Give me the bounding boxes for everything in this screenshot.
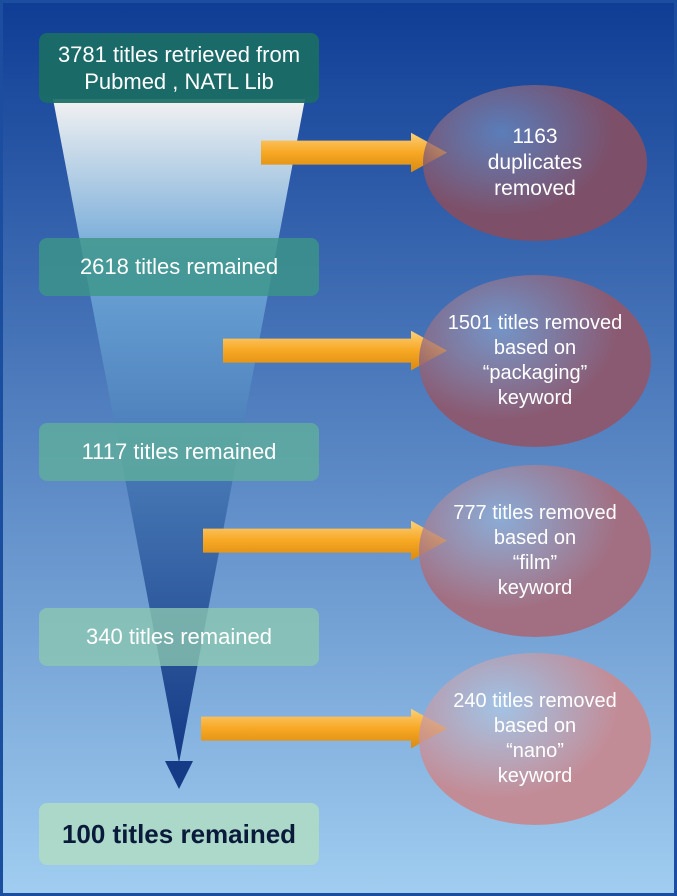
stage-box: 2618 titles remained (39, 238, 319, 296)
stage-box: 340 titles remained (39, 608, 319, 666)
stage-box: 100 titles remained (39, 803, 319, 865)
exclusion-arrow (223, 329, 447, 372)
exclusion-arrow (203, 519, 447, 562)
funnel-arrowhead (165, 761, 193, 789)
exclusion-arrow (201, 707, 447, 750)
exclusion-ellipse: 777 titles removed based on “film” keywo… (419, 465, 651, 637)
exclusion-ellipse: 1163 duplicates removed (423, 85, 647, 241)
exclusion-ellipse: 240 titles removed based on “nano” keywo… (419, 653, 651, 825)
exclusion-text: 240 titles removed based on “nano” keywo… (453, 689, 616, 789)
stage-text: 1117 titles remained (82, 438, 277, 466)
stage-text: 2618 titles remained (80, 253, 278, 281)
stage-box: 1117 titles remained (39, 423, 319, 481)
exclusion-arrow (261, 131, 447, 174)
exclusion-ellipse: 1501 titles removed based on “packaging”… (419, 275, 651, 447)
stage-text: 340 titles remained (86, 623, 272, 651)
exclusion-text: 1163 duplicates removed (488, 124, 583, 203)
stage-text: 100 titles remained (62, 818, 296, 851)
prisma-funnel-diagram: 1163 duplicates removed 1501 titles remov… (0, 0, 677, 896)
stage-text: 3781 titles retrieved from Pubmed , NATL… (58, 41, 300, 96)
exclusion-text: 777 titles removed based on “film” keywo… (453, 501, 616, 601)
stage-box: 3781 titles retrieved from Pubmed , NATL… (39, 33, 319, 103)
exclusion-text: 1501 titles removed based on “packaging”… (448, 311, 623, 411)
